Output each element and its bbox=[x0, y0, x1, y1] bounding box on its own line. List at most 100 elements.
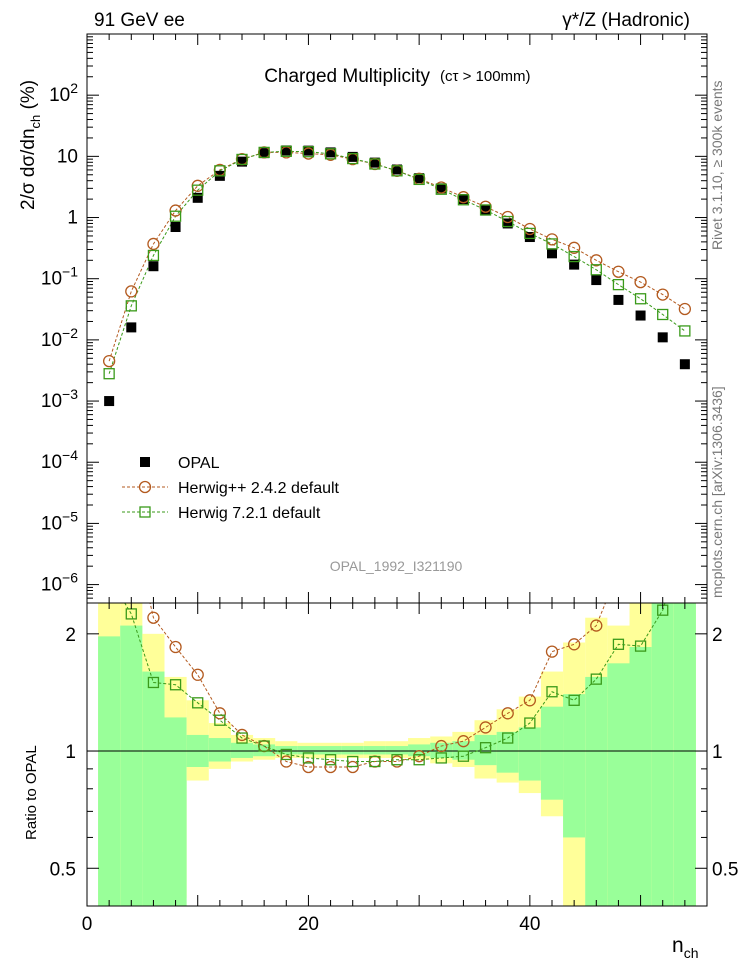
ratio-point bbox=[214, 714, 226, 726]
ratio-markers bbox=[104, 473, 690, 774]
band-inner-bin bbox=[474, 734, 497, 766]
band-inner-bin bbox=[98, 636, 121, 906]
data-point bbox=[391, 165, 403, 177]
data-point bbox=[435, 183, 447, 195]
legend-label: Herwig 7.2.1 default bbox=[178, 505, 321, 522]
data-point bbox=[392, 164, 402, 175]
plot-title-note: (cτ > 100mm) bbox=[440, 68, 531, 85]
data-point bbox=[457, 194, 470, 206]
legend-marker bbox=[139, 506, 151, 518]
ratio-point bbox=[104, 572, 114, 582]
band-inner-bin bbox=[540, 706, 564, 800]
ratio-point bbox=[191, 668, 204, 681]
band-inner-bin bbox=[275, 746, 298, 755]
ratio-point bbox=[680, 534, 690, 544]
data-point bbox=[281, 145, 292, 156]
y-tick-label: 10 bbox=[57, 146, 78, 167]
data-point bbox=[413, 173, 425, 186]
data-point bbox=[414, 173, 425, 184]
data-point bbox=[568, 250, 580, 263]
ratio-y-tick-label: 2 bbox=[65, 625, 76, 646]
band-inner-bin bbox=[585, 676, 608, 906]
beam-energy-label: 91 GeV ee bbox=[94, 10, 185, 31]
data-point bbox=[612, 278, 625, 291]
ratio-line-0 bbox=[149, 603, 606, 768]
data-point bbox=[102, 354, 116, 368]
ratio-y-axis-label: Ratio to OPAL bbox=[23, 745, 40, 840]
data-point bbox=[369, 158, 381, 170]
ratio-lines bbox=[124, 603, 666, 768]
data-point bbox=[147, 249, 160, 262]
y-tick-label: 10−4 bbox=[41, 447, 78, 473]
ratio-y-tick-label-right: 2 bbox=[712, 625, 723, 646]
ratio-point bbox=[546, 686, 558, 698]
x-axis-label: nch bbox=[672, 934, 698, 961]
ratio-point bbox=[457, 735, 470, 748]
ratio-point bbox=[657, 473, 668, 484]
data-point bbox=[679, 325, 691, 337]
data-point bbox=[236, 153, 248, 166]
data-point bbox=[170, 222, 181, 233]
data-point bbox=[125, 285, 138, 298]
data-point bbox=[569, 259, 580, 270]
y-tick-label: 10−6 bbox=[41, 570, 78, 596]
y-tick-label: 10−5 bbox=[41, 508, 78, 534]
band-inner-bin bbox=[651, 603, 674, 906]
legend: OPAL Herwig++ 2.4.2 default Herwig 7.2.1 d… bbox=[122, 455, 340, 522]
legend-label: Herwig++ 2.4.2 default bbox=[178, 480, 340, 497]
uncertainty-bands bbox=[98, 603, 696, 906]
data-point bbox=[147, 237, 160, 251]
band-inner-bin bbox=[363, 746, 386, 755]
ratio-point bbox=[126, 515, 137, 526]
data-point bbox=[634, 275, 647, 289]
process-label: γ*/Z (Hadronic) bbox=[562, 10, 690, 31]
data-point bbox=[302, 146, 315, 158]
data-point bbox=[679, 359, 690, 370]
data-point bbox=[169, 204, 182, 217]
ratio-point bbox=[280, 748, 292, 761]
legend-marker bbox=[140, 457, 150, 467]
data-point bbox=[479, 204, 492, 216]
x-tick-label: 40 bbox=[519, 914, 540, 935]
data-point bbox=[657, 332, 668, 343]
ratio-point bbox=[545, 645, 559, 658]
band-inner-bin bbox=[164, 717, 187, 906]
ratio-point bbox=[213, 707, 227, 720]
ratio-point bbox=[523, 694, 537, 707]
ratio-point bbox=[391, 754, 403, 766]
data-point bbox=[125, 300, 137, 312]
data-point bbox=[169, 210, 182, 222]
data-point bbox=[591, 275, 602, 286]
ratio-point bbox=[258, 740, 270, 752]
data-point bbox=[590, 254, 603, 267]
band-inner-bin bbox=[120, 625, 143, 906]
data-point bbox=[635, 310, 646, 321]
ratio-point bbox=[169, 679, 182, 691]
ratio-point bbox=[169, 640, 182, 654]
data-point bbox=[237, 156, 247, 167]
data-point bbox=[325, 147, 336, 158]
ratio-point bbox=[324, 760, 337, 774]
ratio-point bbox=[635, 534, 646, 545]
band-inner-bin bbox=[253, 744, 276, 757]
data-point bbox=[258, 146, 270, 159]
band-inner-bin bbox=[208, 738, 231, 762]
ratio-point bbox=[236, 732, 248, 744]
data-point bbox=[657, 308, 669, 321]
data-point bbox=[502, 218, 513, 229]
x-tick-label: 20 bbox=[298, 914, 319, 935]
ratio-point bbox=[147, 676, 160, 689]
data-point bbox=[546, 238, 558, 250]
y-tick-label: 10−1 bbox=[41, 264, 78, 290]
ratio-point bbox=[634, 640, 647, 652]
data-point bbox=[347, 151, 358, 162]
band-inner-bin bbox=[629, 647, 652, 906]
band-inner-bin bbox=[319, 746, 342, 755]
data-point bbox=[192, 192, 203, 203]
data-point bbox=[192, 184, 204, 196]
ratio-y-tick-label: 1 bbox=[65, 742, 76, 763]
plot-title: Charged Multiplicity bbox=[264, 66, 430, 87]
ratio-point bbox=[369, 755, 381, 768]
y-tick-label: 10−2 bbox=[41, 325, 78, 351]
